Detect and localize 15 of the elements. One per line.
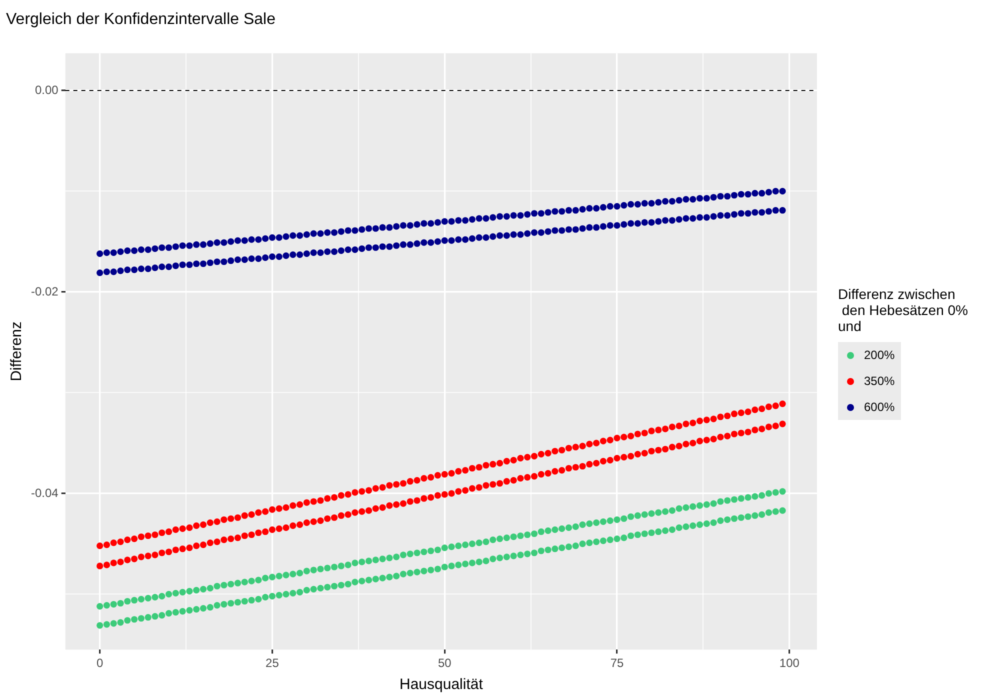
legend-label: 200%	[864, 348, 895, 362]
y-tick-label: -0.04	[30, 486, 59, 500]
legend-label: 350%	[864, 374, 895, 388]
legend-title: Differenz zwischen den Hebesätzen 0% und	[838, 286, 968, 334]
y-tick-label: 0.00	[34, 82, 59, 97]
y-axis-title: Differenz	[8, 322, 26, 382]
x-tick-label: 100	[779, 656, 800, 670]
x-tick-label: 50	[438, 656, 452, 670]
x-tick-label: 25	[266, 656, 280, 670]
x-axis-title: Hausqualität	[399, 676, 484, 694]
x-tick-label: 0	[96, 656, 104, 670]
y-tick-label: -0.02	[30, 284, 59, 298]
x-tick-label: 75	[610, 656, 624, 670]
legend-label: 600%	[864, 400, 895, 414]
chart-title: Vergleich der Konfidenzintervalle Sale	[6, 11, 276, 28]
